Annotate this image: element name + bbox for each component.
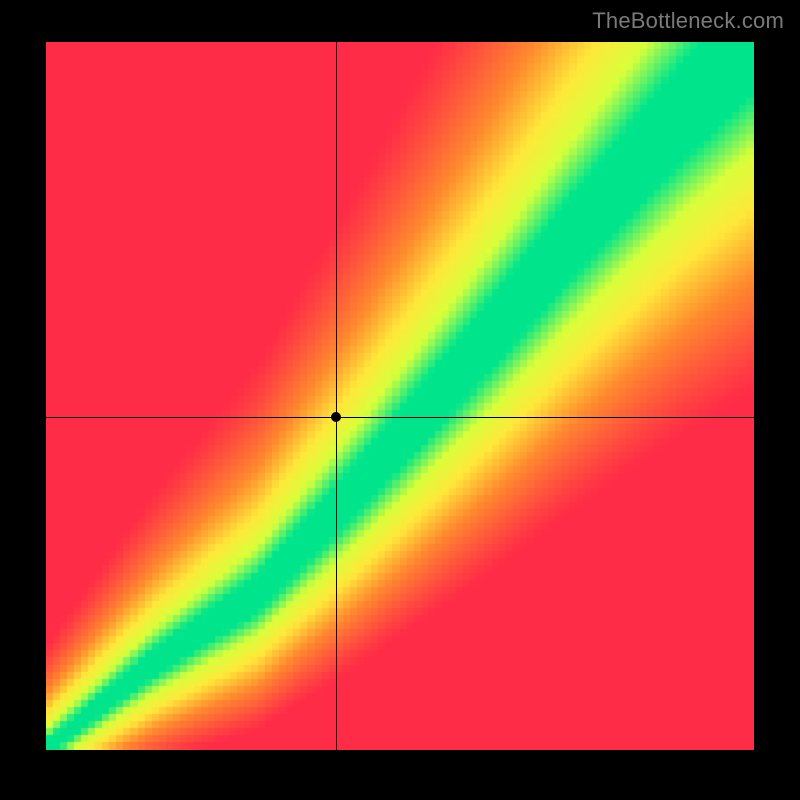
figure-container: TheBottleneck.com xyxy=(0,0,800,800)
heatmap-plot xyxy=(46,42,754,750)
crosshair-marker xyxy=(331,412,341,422)
heatmap-canvas xyxy=(46,42,754,750)
watermark-text: TheBottleneck.com xyxy=(592,8,784,34)
crosshair-horizontal xyxy=(46,417,754,418)
crosshair-vertical xyxy=(336,42,337,750)
